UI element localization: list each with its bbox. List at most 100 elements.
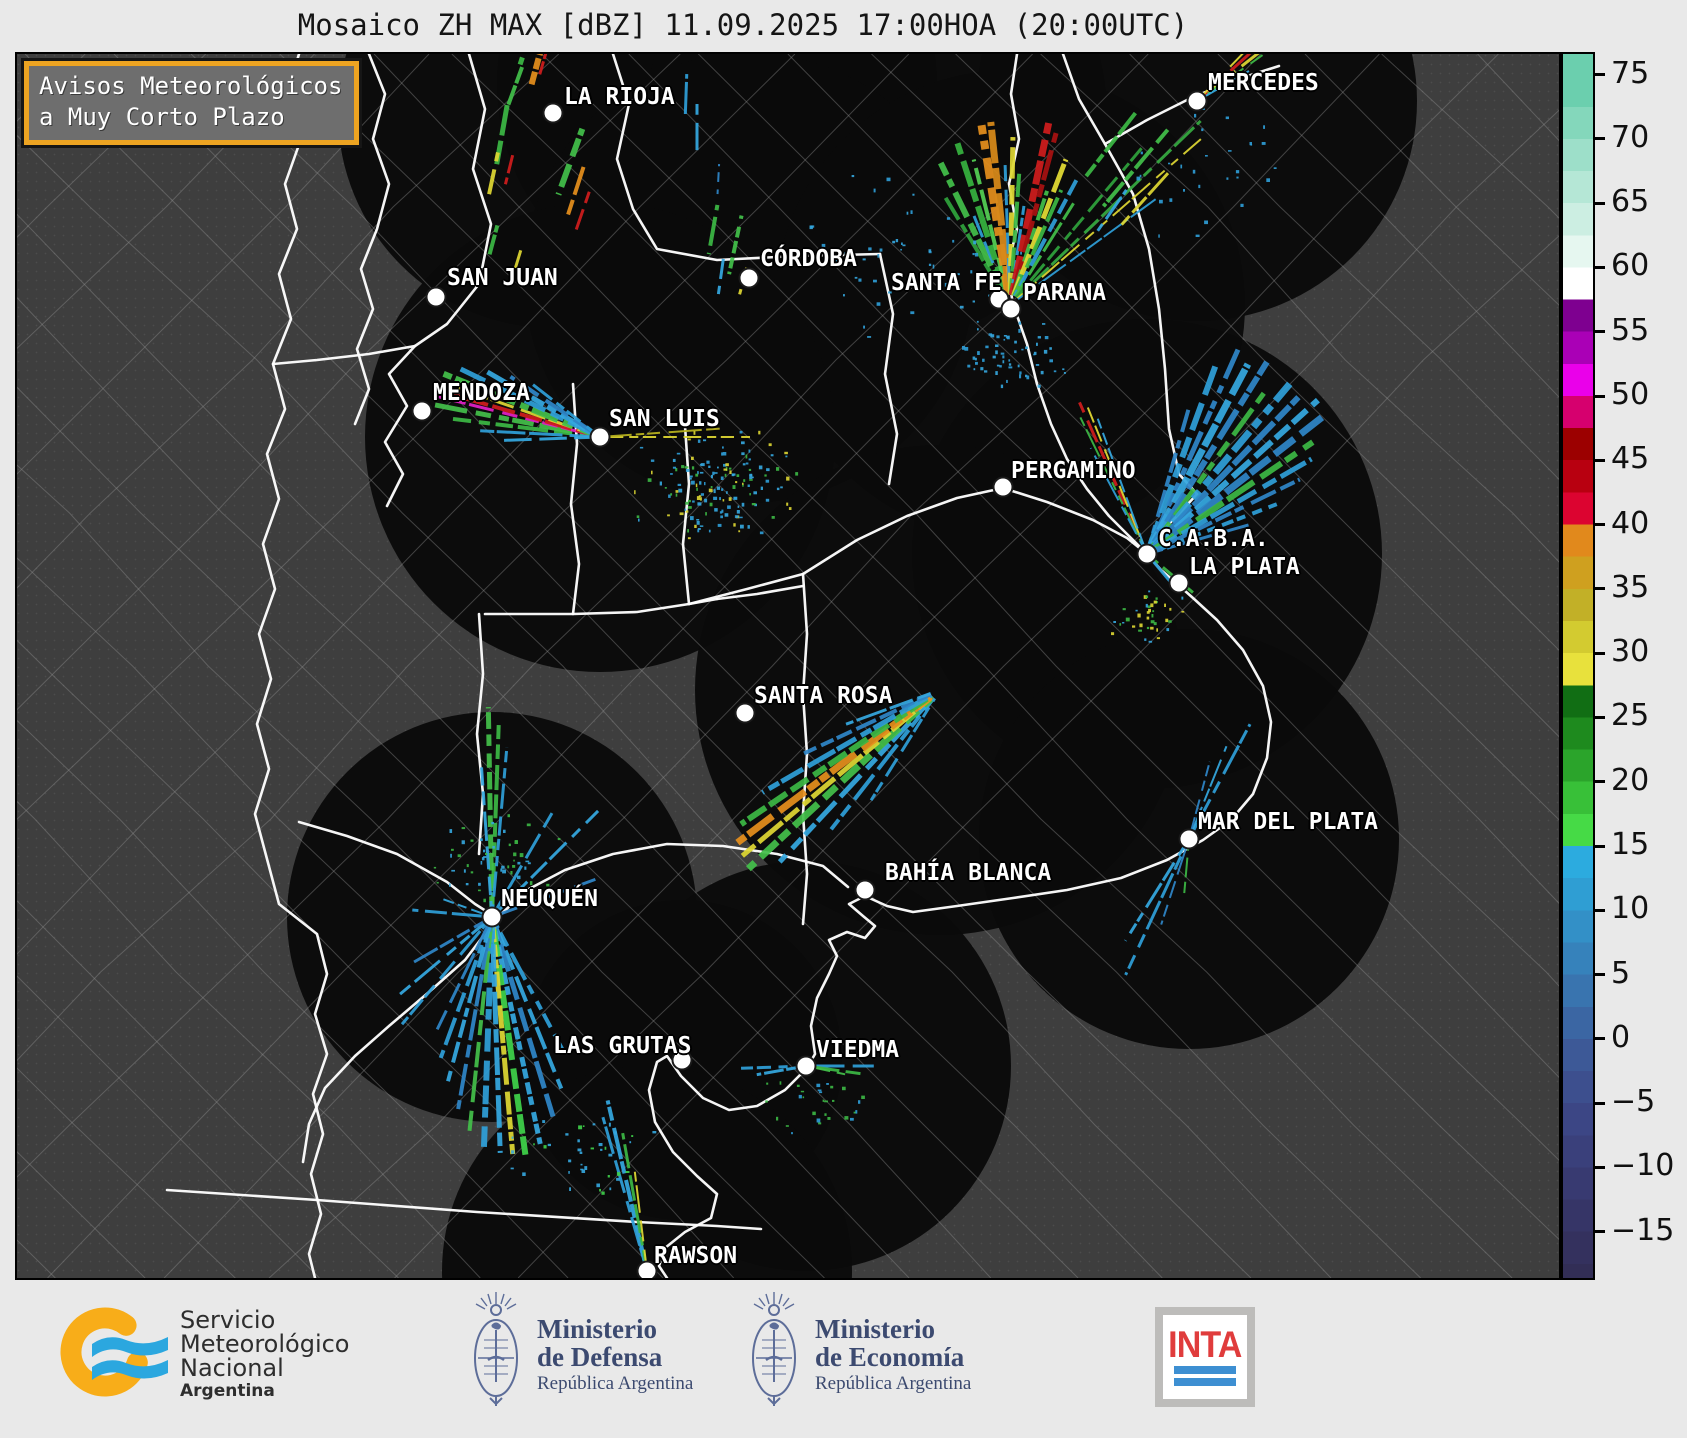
echo-speckle (577, 1139, 580, 1143)
echo-speckle (1025, 346, 1028, 350)
echo-speckle (1165, 618, 1169, 623)
echo-speckle (990, 334, 995, 338)
echo-speckle (973, 240, 977, 245)
echo-speckle (578, 1125, 583, 1130)
echo-speckle (895, 239, 899, 243)
echo-speckle (738, 530, 741, 533)
echo-speckle (616, 1172, 621, 1176)
economia-sub: República Argentina (815, 1373, 972, 1394)
echo-speckle (816, 1083, 821, 1088)
echo-speckle (858, 1100, 861, 1104)
radar-beam-mardelplata (1124, 847, 1187, 976)
colorbar-tick-label: 60 (1611, 248, 1650, 284)
colorbar-tick (1595, 394, 1605, 398)
echo-speckle (483, 898, 486, 903)
echo-speckle (786, 502, 789, 506)
radar-beam-caba (1152, 560, 1178, 591)
echo-speckle (699, 481, 702, 485)
department-border-line (1304, 54, 1559, 306)
echo-speckle (748, 458, 751, 461)
echo-speckle (1040, 370, 1044, 375)
echo-speckle (699, 471, 704, 474)
echo-speckle (522, 1172, 526, 1176)
echo-speckle (1033, 353, 1036, 356)
echo-speckle (1204, 220, 1208, 225)
echo-speckle (750, 473, 753, 477)
warning-line-1: Avisos Meteorológicos (39, 72, 343, 100)
echo-speckle (720, 515, 723, 519)
storm-cell-streak (1120, 171, 1170, 226)
radar-beam-sanluis (609, 427, 720, 438)
department-border-line (17, 975, 320, 1278)
echo-speckle (760, 486, 763, 490)
echo-speckle (1037, 384, 1041, 388)
echo-speckle (709, 502, 713, 507)
echo-speckle (691, 456, 694, 460)
colorbar (1561, 52, 1595, 1280)
echo-speckle (1044, 336, 1049, 340)
echo-speckle (745, 462, 749, 465)
smn-line-2: Meteorológico (180, 1330, 350, 1358)
radar-beam-parana (938, 161, 1009, 298)
echo-speckle (510, 871, 513, 875)
smn-line-3: Nacional (180, 1354, 284, 1382)
colorbar-tick-label: 45 (1611, 441, 1650, 477)
radar-beam-caba (1156, 522, 1254, 553)
province-border-line (301, 916, 499, 1164)
inta-wordmark: INTA (1168, 1324, 1242, 1365)
echo-speckle (1140, 151, 1143, 155)
radar-beam-sanluis (486, 369, 593, 435)
echo-speckle (1008, 359, 1011, 362)
echo-speckle (723, 463, 727, 467)
city-marker (1000, 298, 1022, 320)
echo-speckle (964, 347, 969, 351)
echo-speckle (995, 344, 999, 347)
echo-speckle (601, 1191, 605, 1195)
radar-beam-caba (1150, 377, 1297, 549)
warning-line-2: a Muy Corto Plazo (39, 103, 285, 131)
echo-speckle (785, 455, 788, 458)
echo-speckle (876, 302, 881, 306)
echo-speckle (511, 1150, 515, 1154)
province-border-line (413, 54, 493, 348)
echo-speckle (1181, 610, 1185, 613)
storm-cell-streak (555, 127, 586, 196)
echo-speckle (596, 1183, 600, 1188)
warning-banner[interactable]: Avisos Meteorológicos a Muy Corto Plazo (21, 58, 363, 148)
radar-beam-caba (1096, 418, 1145, 545)
storm-cell-streak (503, 154, 515, 185)
city-marker (542, 102, 564, 124)
echo-speckle (1021, 348, 1024, 351)
echo-speckle (752, 476, 754, 479)
echo-speckle (821, 243, 826, 248)
radar-beam-neuquen (456, 926, 493, 1110)
echo-speckle (647, 478, 652, 482)
economia-line-1: Ministerio (815, 1314, 935, 1344)
echo-speckle (788, 507, 792, 510)
echo-speckle (972, 356, 976, 360)
echo-speckle (675, 468, 678, 472)
echo-speckle (713, 496, 718, 500)
echo-speckle (1003, 335, 1007, 337)
echo-speckle (1153, 600, 1157, 604)
province-border-line (681, 424, 691, 606)
echo-speckle (672, 466, 677, 469)
echo-speckle (1205, 155, 1208, 157)
echo-speckle (616, 1177, 620, 1181)
echo-speckle (714, 508, 718, 512)
echo-speckle (492, 845, 495, 849)
echo-speckle (770, 454, 774, 457)
department-border-line (17, 54, 681, 711)
echo-speckle (1025, 374, 1028, 378)
echo-speckle (802, 1096, 805, 1099)
echo-speckle (608, 1153, 613, 1157)
echo-speckle (607, 1175, 610, 1178)
echo-speckle (478, 889, 481, 892)
city-marker (738, 267, 760, 289)
echo-speckle (667, 514, 670, 517)
radar-beam-parana (1012, 178, 1079, 298)
echo-speckle (717, 523, 722, 527)
echo-speckle (780, 486, 783, 489)
echo-speckle (664, 487, 667, 489)
echo-speckle (1194, 113, 1197, 118)
